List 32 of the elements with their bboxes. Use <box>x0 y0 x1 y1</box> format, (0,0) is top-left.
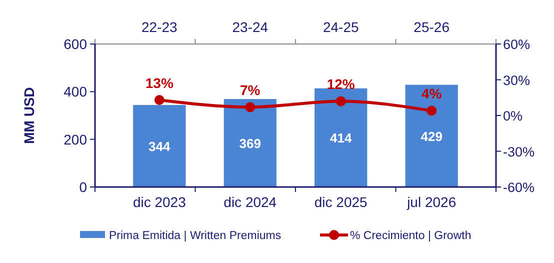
data-label: 4% <box>421 86 442 102</box>
y-axis-title: MM USD <box>21 87 37 144</box>
data-label: 429 <box>420 128 442 144</box>
text: 25-26 <box>414 19 450 35</box>
legend-label: % Crecimiento | Growth <box>350 230 472 242</box>
text: 24-25 <box>322 19 359 35</box>
point <box>154 95 164 106</box>
y-tick-label: 600 <box>64 36 88 52</box>
y2-tick-label: -60% <box>503 180 535 195</box>
data-label: 7% <box>240 82 261 98</box>
data-label: 369 <box>239 136 261 152</box>
legend-label: Prima Emitida | Written Premiums <box>109 230 282 242</box>
x-tick-label: dic 2025 <box>314 194 368 210</box>
point <box>426 106 437 116</box>
y2-tick-label: -30% <box>503 144 535 160</box>
data-label: 414 <box>330 130 352 146</box>
text: 22-23 <box>142 19 178 35</box>
x-tick-label: dic 2023 <box>132 194 186 210</box>
x-tick-label: jul 2026 <box>406 194 456 210</box>
y2-tick-label: 0% <box>503 108 523 124</box>
data-label: 344 <box>148 139 172 154</box>
y-tick-label: 200 <box>64 131 88 148</box>
y-tick-label: 0 <box>79 179 88 195</box>
data-label: 13% <box>145 75 174 92</box>
data-label: 12% <box>326 76 356 92</box>
point <box>336 96 346 106</box>
y2-tick-label: 60% <box>503 37 530 52</box>
y2-tick-label: 30% <box>503 72 530 88</box>
y-tick-label: 400 <box>64 84 88 100</box>
x-tick-label: dic 2024 <box>224 194 277 210</box>
text: 23-24 <box>232 19 268 35</box>
point <box>245 102 256 112</box>
